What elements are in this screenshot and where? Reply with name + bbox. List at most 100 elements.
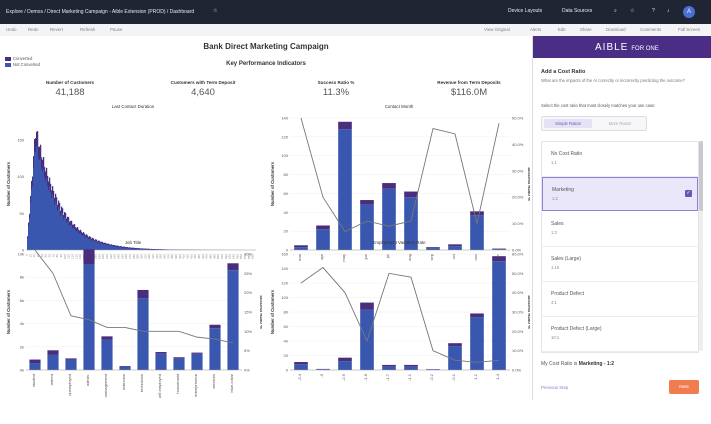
undo-button[interactable]: Undo <box>6 27 17 32</box>
chart-contact-month: Contact Month 0 20 40 60 80 100 120 140 0.0% 10.0… <box>268 104 530 279</box>
histogram-bar <box>129 247 131 250</box>
y2-axis-label: Success Ratio % <box>527 295 530 329</box>
histogram-bar-converted <box>67 216 69 222</box>
legend-converted[interactable]: Converted <box>5 56 40 62</box>
edit-button[interactable]: Edit <box>558 27 566 32</box>
next-button[interactable]: Next <box>669 380 699 394</box>
notifications-icon[interactable]: ♪ <box>667 8 670 14</box>
histogram-bar <box>86 234 88 250</box>
x-tick-label: jun <box>363 254 368 260</box>
cost-ratio-question: What are the impacts of the AI correctly… <box>541 78 686 83</box>
histogram-bar-converted <box>91 238 93 241</box>
pause-button[interactable]: Pause <box>110 27 123 32</box>
help-icon[interactable]: ? <box>652 8 655 14</box>
view-original-button[interactable]: View Original <box>484 27 510 32</box>
bar-converted <box>155 352 167 354</box>
histogram-bar <box>143 248 145 250</box>
option-sales[interactable]: Sales 1:3 <box>542 212 698 247</box>
x-tick-label: 210 <box>105 254 109 259</box>
x-tick-label: 300 <box>140 254 144 259</box>
x-tick-label: 590 <box>251 254 255 259</box>
histogram-bar-converted <box>127 247 129 249</box>
option-marketing[interactable]: Marketing 1:2 ✓ <box>542 177 698 211</box>
x-tick-label: self-employed <box>157 374 162 398</box>
full-screen-button[interactable]: Full Screen <box>678 27 701 32</box>
histogram-bar <box>102 241 104 250</box>
bar-not-converted <box>448 246 462 250</box>
x-tick-label: 240 <box>117 254 121 259</box>
histogram-bar <box>136 248 138 250</box>
histogram-bar-converted <box>60 210 62 216</box>
histogram-bar <box>130 247 132 250</box>
histogram-bar-converted <box>144 248 146 250</box>
histogram-bar <box>79 230 81 250</box>
x-tick-label: 280 <box>132 254 136 259</box>
x-tick-label: blue-collar <box>229 373 234 392</box>
contact-month-svg: 0 20 40 60 80 100 120 140 0.0% 10.0% 20.0% 30.0% 40.… <box>270 116 530 262</box>
option-sales-large[interactable]: Sales (Large) 1:10 <box>542 247 698 282</box>
y-tick-label: 8k <box>20 275 24 280</box>
y2-tick-label: 0.0% <box>512 368 522 373</box>
comments-button[interactable]: Comments <box>640 27 662 32</box>
bar-not-converted <box>101 339 113 370</box>
bar-converted <box>173 357 185 359</box>
favorite-icon[interactable]: ☆ <box>630 8 635 14</box>
search-icon[interactable]: ⌕ <box>614 8 617 14</box>
data-sources-button[interactable]: Data Sources <box>562 8 593 14</box>
x-tick-label: oct <box>451 253 456 259</box>
option-no-cost-ratio[interactable]: No Cost Ratio 1:1 <box>542 142 698 177</box>
favorite-star-icon[interactable]: ☆ <box>213 8 218 14</box>
option-product-defect-large[interactable]: Product Defect (Large) 10:1 <box>542 317 698 352</box>
y2-axis-label: Success Ratio % <box>259 295 262 329</box>
histogram-bar-converted <box>54 198 56 205</box>
x-tick-label: 90 <box>59 254 63 258</box>
histogram-bar-converted <box>47 175 49 186</box>
legend-not-converted[interactable]: Not Converted <box>5 62 40 68</box>
x-tick-label: 390 <box>174 254 178 259</box>
histogram-bar <box>94 240 96 250</box>
histogram-bar <box>96 239 98 250</box>
histogram-bar-converted <box>77 227 79 231</box>
option-product-defect[interactable]: Product Defect 4:1 <box>542 282 698 317</box>
options-scrollbar[interactable] <box>699 141 703 351</box>
histogram-bar <box>36 131 38 250</box>
tab-simple-ratios[interactable]: Simple Ratios <box>544 119 592 128</box>
refresh-button[interactable]: Refresh <box>80 27 96 32</box>
histogram-bar <box>34 139 36 250</box>
x-tick-label: 420 <box>186 254 190 259</box>
x-tick-label: 560 <box>239 254 243 259</box>
histogram-bar-converted <box>71 220 73 225</box>
download-button[interactable]: Download <box>606 27 626 32</box>
histogram-bar <box>76 227 78 250</box>
histogram-bar-converted <box>96 239 98 242</box>
device-layouts-button[interactable]: Device Layouts <box>508 8 543 14</box>
avatar[interactable]: A <box>683 6 695 18</box>
histogram-bar <box>134 248 136 250</box>
histogram-bar-converted <box>132 247 134 249</box>
share-button[interactable]: Share <box>580 27 592 32</box>
histogram-bar <box>126 247 128 250</box>
histogram-bar <box>37 131 39 250</box>
y-tick-label: 60 <box>284 324 289 329</box>
bar-converted <box>404 191 418 198</box>
x-tick-label: 20 <box>32 254 36 258</box>
histogram-bar-converted <box>98 240 100 243</box>
tab-more-ratios[interactable]: More Ratios <box>608 121 632 126</box>
redo-button[interactable]: Redo <box>28 27 39 32</box>
histogram-bar <box>64 212 66 250</box>
y2-tick-label: 15% <box>244 310 252 315</box>
alerts-button[interactable]: Alerts <box>530 27 542 32</box>
kpi-revenue: Revenue from Term Deposits $116.0M <box>437 80 501 98</box>
bar-converted <box>191 352 203 354</box>
histogram-bar <box>135 247 137 250</box>
bar-converted <box>101 336 113 340</box>
previous-step-link[interactable]: Previous Step <box>541 385 569 390</box>
y-tick-label: 80 <box>284 310 289 315</box>
x-tick-label: 50 <box>44 254 48 258</box>
x-tick-label: 80 <box>55 254 59 258</box>
histogram-bar-converted <box>141 248 143 250</box>
breadcrumb[interactable]: Explore / Demos / Direct Marketing Campa… <box>6 9 195 15</box>
revert-button[interactable]: Revert <box>50 27 63 32</box>
histogram-bar-converted <box>58 200 60 208</box>
histogram-bar-converted <box>41 157 43 170</box>
